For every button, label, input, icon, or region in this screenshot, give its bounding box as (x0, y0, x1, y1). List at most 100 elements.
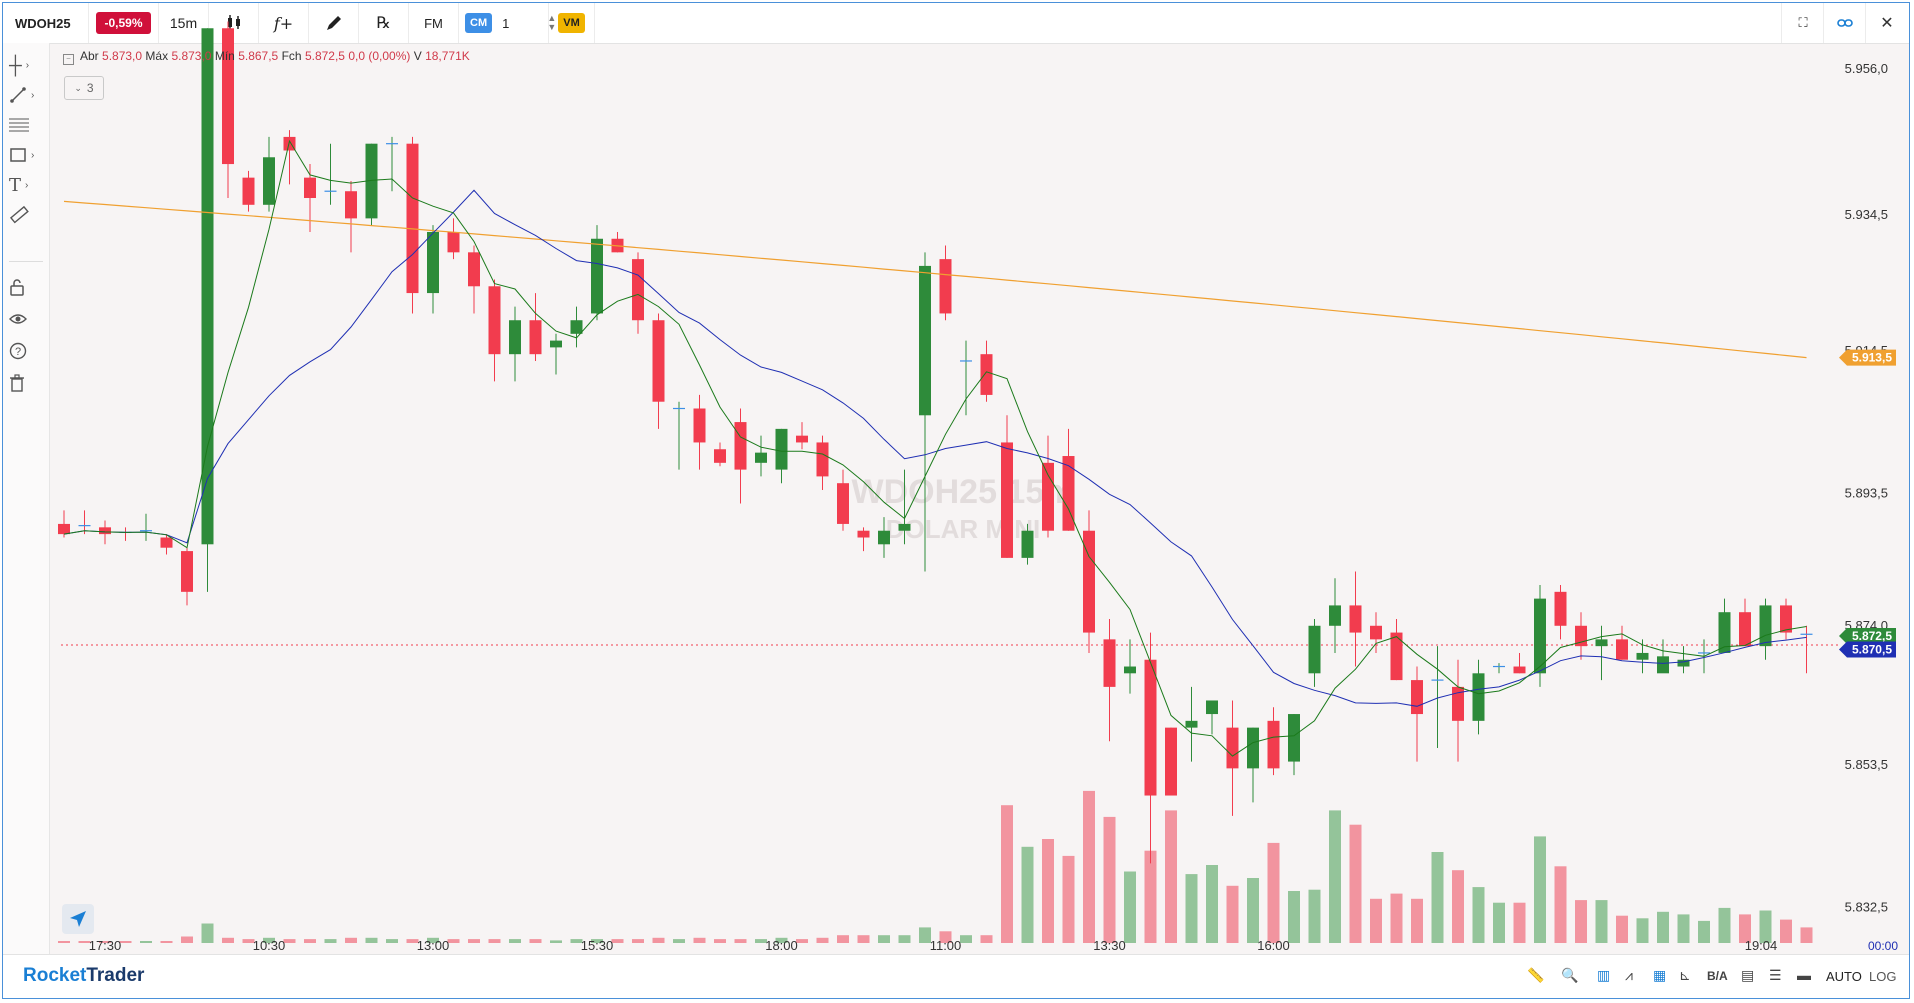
stepper-up-icon[interactable]: ▲ (547, 13, 557, 23)
chevron-right-icon: › (25, 59, 30, 71)
replay-button[interactable]: ℞ (359, 3, 409, 43)
candle (201, 28, 214, 592)
candle (1780, 598, 1792, 640)
contract-multiplier: CM 1 ▲ ▼ (459, 3, 556, 43)
list-icon[interactable]: ☰ (1769, 967, 1782, 983)
change-badge: -0,59% (96, 12, 151, 34)
cm-badge[interactable]: CM (465, 13, 493, 33)
candle-body (222, 28, 234, 165)
indicators-button[interactable]: f+ (259, 3, 309, 43)
drawing-button[interactable] (309, 3, 359, 43)
time-tick-label: 19:04 (1745, 938, 1778, 953)
volume-bar (1370, 898, 1382, 943)
candle-body (919, 265, 931, 416)
volume-bar (468, 939, 480, 943)
candle (324, 143, 337, 205)
price-tick-label: 5.893,5 (1845, 485, 1888, 500)
delete-drawings-button[interactable] (9, 369, 45, 397)
candle (345, 181, 357, 253)
close-button[interactable]: ✕ (1865, 3, 1908, 43)
collapse-legend-icon[interactable]: − (63, 54, 74, 65)
ruler-icon[interactable]: 📏 (1527, 967, 1545, 983)
line-chart-icon[interactable]: ⩘ (1625, 967, 1633, 983)
candle-body (181, 551, 193, 592)
timeframe-button[interactable]: 15m (159, 3, 209, 43)
volume-bar (1759, 910, 1772, 943)
price-axis[interactable]: 5.956,05.934,55.914,55.893,55.874,05.853… (1845, 61, 1888, 915)
time-axis[interactable]: 17:30 10:30 13:00 15:30 18:00 11:00 13:30 16:00… (89, 938, 1899, 953)
volume-bar (1616, 915, 1628, 943)
candles (58, 21, 1813, 864)
volume-chart-icon[interactable]: ▥ (1597, 967, 1611, 983)
volume-bar (1657, 911, 1669, 943)
navigate-button[interactable] (62, 904, 94, 934)
symbol-selector[interactable]: WDOH25 (3, 3, 89, 43)
lock-tool[interactable] (9, 273, 45, 301)
cm-value[interactable]: 1 (502, 15, 510, 31)
candle-body (939, 259, 952, 314)
volume-bar (345, 937, 357, 943)
volume-bar (427, 937, 439, 943)
shapes-tool[interactable]: › (9, 141, 45, 169)
candle (1267, 707, 1280, 776)
crosshair-tool[interactable]: ┼ › (9, 51, 45, 79)
auto-scale-button[interactable]: AUTO (1826, 969, 1862, 984)
watermark-symbol: WDOH25 15m (852, 473, 1075, 511)
candle (1472, 659, 1485, 735)
volume-bar (1001, 805, 1013, 943)
stepper-down-icon[interactable]: ▼ (547, 22, 557, 32)
axis-icon[interactable]: ⊾ (1679, 967, 1691, 983)
price-chart[interactable]: WDOH25 15m DOLAR MINI 5.956,0 5.934,5 5.91… (3, 3, 1909, 954)
trendline-tool[interactable]: › (9, 81, 45, 109)
bid-ask-button[interactable]: B/A (1707, 969, 1728, 983)
candle (1513, 652, 1526, 674)
vm-badge[interactable]: VM (558, 13, 585, 33)
book-icon[interactable]: ▤ (1741, 967, 1755, 983)
dom-icon[interactable]: ▬ (1797, 967, 1811, 983)
studies-toggle[interactable]: ⌄ 3 (64, 76, 104, 100)
candle-body (1206, 700, 1218, 715)
candle-body (1103, 639, 1116, 687)
volume-bar (1124, 871, 1136, 943)
fullscreen-button[interactable]: ⛶ (1781, 3, 1824, 43)
volume-bar (755, 939, 767, 943)
candle (1493, 663, 1505, 674)
volume-bar (775, 937, 788, 943)
cm-stepper[interactable]: ▲ ▼ (547, 14, 556, 32)
grid-icon[interactable]: ▦ (1653, 967, 1667, 983)
volume-bar (1431, 852, 1444, 943)
volume-bar (673, 939, 685, 943)
text-tool[interactable]: T › (9, 171, 45, 199)
candle (58, 510, 70, 538)
price-badge-label: 5.913,5 (1852, 351, 1892, 365)
link-button[interactable] (1823, 3, 1866, 43)
candle (796, 422, 808, 450)
candle-body (550, 340, 562, 348)
zoom-icon[interactable]: 🔍 (1561, 967, 1579, 983)
trendline-icon (10, 87, 26, 103)
fm-button[interactable]: FM (409, 3, 459, 43)
candle-body (263, 157, 275, 205)
candle-body (1452, 686, 1464, 721)
candle (1390, 618, 1403, 681)
candle-body (406, 143, 419, 294)
candle (1308, 618, 1321, 687)
volume-bar (140, 941, 152, 943)
candle-body (1062, 456, 1075, 531)
top-toolbar: WDOH25 -0,59% 15m f+ ℞ FM CM 1 ▲ ▼ VM ⛶ ✕ (3, 3, 1909, 44)
log-scale-button[interactable]: LOG (1869, 969, 1897, 984)
volume-bar (652, 937, 665, 943)
candle-body (1370, 625, 1382, 640)
chevron-right-icon: › (31, 89, 35, 101)
candle (1739, 598, 1751, 647)
volume-bar (939, 931, 952, 943)
ruler-tool[interactable] (9, 201, 45, 229)
candle-body (755, 452, 767, 463)
volume-bar (242, 939, 255, 943)
help-button[interactable]: ? (9, 337, 45, 365)
candle (1185, 686, 1198, 762)
visibility-tool[interactable] (9, 305, 45, 333)
candle-body (693, 408, 706, 443)
candle-body (201, 28, 214, 545)
fibonacci-tool[interactable] (9, 111, 45, 139)
